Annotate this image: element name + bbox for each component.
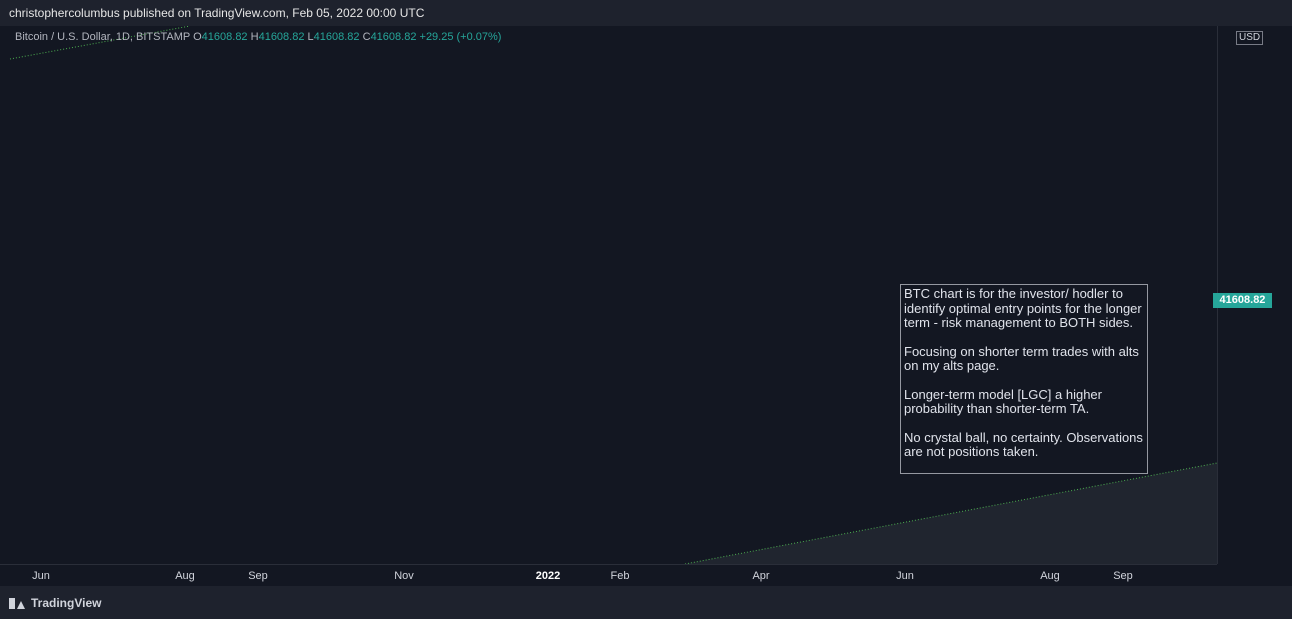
time-tick: Feb bbox=[610, 570, 630, 582]
last-price-badge: 41608.82 bbox=[1213, 293, 1272, 308]
time-tick: Nov bbox=[394, 570, 414, 582]
open-value: 41608.82 bbox=[201, 31, 248, 43]
chart-area[interactable] bbox=[0, 26, 1217, 564]
high-value: 41608.82 bbox=[258, 31, 305, 43]
change-value: +29.25 (+0.07%) bbox=[419, 31, 502, 43]
symbol-name: Bitcoin / U.S. Dollar, 1D, BITSTAMP bbox=[15, 31, 191, 43]
high-label: H bbox=[250, 31, 259, 43]
brand-label: TradingView bbox=[31, 596, 102, 610]
close-label: C bbox=[362, 31, 371, 43]
open-label: O bbox=[193, 31, 202, 43]
time-tick: Jun bbox=[32, 570, 50, 582]
time-tick: Aug bbox=[175, 570, 195, 582]
time-tick: Sep bbox=[1113, 570, 1133, 582]
note-paragraph-2: Focusing on shorter term trades with alt… bbox=[904, 343, 1139, 373]
close-value: 41608.82 bbox=[370, 31, 417, 43]
price-chart[interactable] bbox=[0, 26, 1217, 564]
low-label: L bbox=[307, 31, 314, 43]
analysis-note[interactable]: BTC chart is for the investor/ hodler to… bbox=[900, 284, 1148, 474]
lgc-line bbox=[684, 462, 1217, 564]
tradingview-logo-icon bbox=[9, 597, 25, 609]
time-tick: Jun bbox=[896, 570, 914, 582]
footer-bar bbox=[0, 586, 1292, 619]
time-axis[interactable] bbox=[0, 564, 1217, 586]
tradingview-brand[interactable]: TradingView bbox=[9, 596, 101, 610]
published-header: christophercolumbus published on Trading… bbox=[0, 0, 1292, 26]
note-paragraph-4: No crystal ball, no certainty. Observati… bbox=[904, 429, 1143, 459]
time-tick: Aug bbox=[1040, 570, 1060, 582]
currency-badge[interactable]: USD bbox=[1236, 31, 1264, 45]
time-tick: 2022 bbox=[535, 570, 561, 582]
time-tick: Apr bbox=[752, 570, 770, 582]
published-text: christophercolumbus published on Trading… bbox=[9, 6, 425, 20]
time-tick: Sep bbox=[248, 570, 268, 582]
symbol-legend: Bitcoin / U.S. Dollar, 1D, BITSTAMP O416… bbox=[15, 31, 501, 43]
lgc-upper-line bbox=[9, 26, 191, 60]
chart-drawings bbox=[9, 26, 1217, 564]
low-value: 41608.82 bbox=[313, 31, 360, 43]
note-paragraph-1: BTC chart is for the investor/ hodler to… bbox=[904, 286, 1142, 330]
note-paragraph-3: Longer-term model [LGC] a higher probabi… bbox=[904, 386, 1102, 416]
